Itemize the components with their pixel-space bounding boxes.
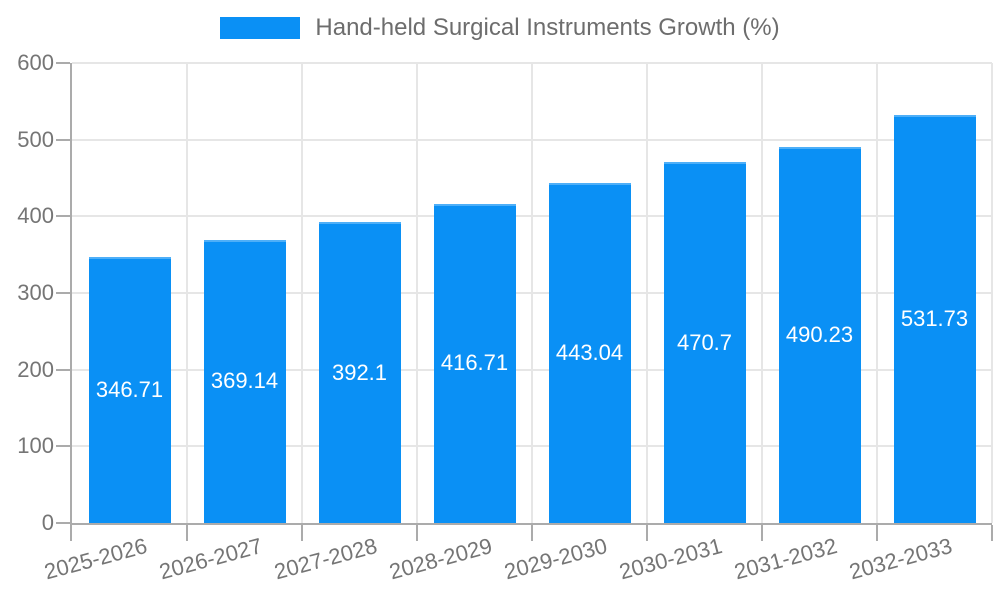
gridline-vertical [186,63,188,523]
x-tick-mark [646,525,648,541]
gridline-vertical [416,63,418,523]
bar-value-label: 470.7 [676,329,733,355]
bar [203,239,286,523]
x-tick-mark [416,525,418,541]
legend-label: Hand-held Surgical Instruments Growth (%… [315,14,780,41]
bar [778,147,861,523]
bar-value-label: 416.71 [440,350,509,376]
legend-item[interactable]: Hand-held Surgical Instruments Growth (%… [220,14,780,42]
bar-value-label: 369.14 [210,368,279,394]
x-axis-tick-label: 2025-2026 [41,533,150,585]
bar-value-label: 531.73 [900,306,969,332]
x-tick-mark [876,525,878,541]
x-axis-tick-label: 2026-2027 [156,533,265,585]
gridline-vertical [301,63,303,523]
gridline-vertical [991,63,993,523]
x-axis-tick-label: 2027-2028 [271,533,380,585]
y-tick-mark [56,215,70,218]
x-tick-mark [761,525,763,541]
y-tick-mark [56,445,70,448]
bar [433,203,516,523]
bar [663,162,746,523]
y-axis-tick-label: 0 [41,510,54,535]
bar-value-label: 443.04 [555,340,624,366]
bar-value-label: 392.1 [331,359,388,385]
x-axis-tick-label: 2032-2033 [846,533,955,585]
bar-value-label: 490.23 [785,322,854,348]
gridline-vertical [761,63,763,523]
y-axis-tick-label: 400 [17,203,54,229]
y-tick-mark [56,292,70,294]
legend-swatch-icon [220,17,301,39]
x-tick-mark [186,525,188,541]
y-axis-tick-label: 200 [17,356,54,382]
bar-value-label: 346.71 [95,377,164,403]
x-tick-mark [531,525,533,541]
bar [88,257,171,523]
x-axis-tick-label: 2028-2029 [386,533,495,585]
bar [893,115,976,523]
x-tick-mark [301,525,303,541]
x-tick-mark [991,525,993,541]
y-axis-tick-label: 500 [17,126,54,152]
gridline-vertical [876,63,878,523]
y-axis-tick-label: 600 [17,50,54,75]
bar [318,222,401,523]
y-axis-tick-label: 100 [17,433,54,459]
y-tick-mark [56,368,70,371]
x-tick-mark [70,525,72,541]
y-axis-tick-label: 300 [17,280,54,305]
y-axis-line [70,63,72,525]
bar [548,183,631,523]
x-axis-tick-label: 2029-2030 [501,533,610,585]
gridline-vertical [646,63,648,523]
y-tick-mark [56,138,70,141]
y-tick-mark [56,62,70,64]
chart-legend: Hand-held Surgical Instruments Growth (%… [0,14,1000,42]
gridline-vertical [531,63,533,523]
x-axis-tick-label: 2030-2031 [616,533,725,585]
x-axis-line [70,523,992,525]
y-tick-mark [56,522,70,524]
x-axis-tick-label: 2031-2032 [731,533,840,585]
